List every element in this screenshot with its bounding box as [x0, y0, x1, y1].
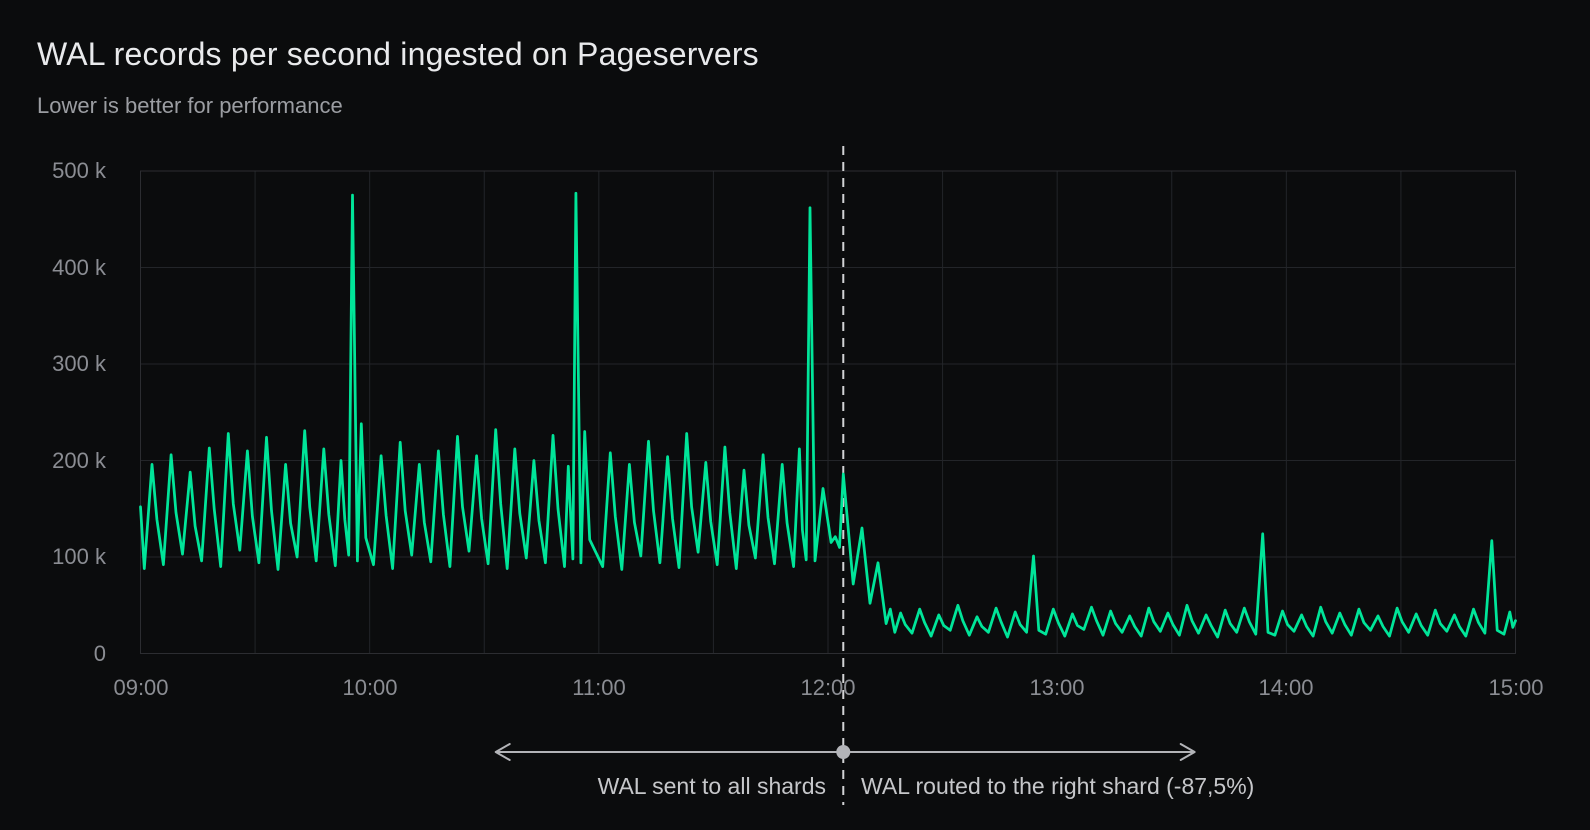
chart-subtitle: Lower is better for performance — [37, 93, 343, 118]
y-axis-tick-label: 200 k — [52, 448, 106, 473]
x-axis-tick-label: 12:00 — [800, 675, 856, 700]
y-axis-tick-label: 400 k — [52, 255, 106, 280]
x-axis-tick-label: 14:00 — [1258, 675, 1314, 700]
x-axis-tick-label: 15:00 — [1488, 675, 1544, 700]
annotation-right-label: WAL routed to the right shard (-87,5%) — [861, 773, 1255, 799]
right-arrowhead-icon — [1179, 743, 1196, 761]
x-axis-tick-label: 13:00 — [1029, 675, 1085, 700]
y-axis-tick-label: 0 — [93, 641, 106, 666]
y-axis-tick-label: 500 k — [52, 158, 106, 183]
x-axis-tick-label: 11:00 — [572, 675, 626, 700]
wal-series-line — [139, 191, 1517, 639]
x-axis-tick-label: 10:00 — [342, 675, 398, 700]
chart-title: WAL records per second ingested on Pages… — [37, 36, 759, 72]
x-axis-tick-label: 09:00 — [113, 675, 169, 700]
left-arrowhead-icon — [494, 743, 511, 761]
y-axis-tick-label: 300 k — [52, 351, 106, 376]
divider-dot — [836, 745, 851, 759]
plot-border — [140, 170, 1516, 654]
annotation-left-label: WAL sent to all shards — [597, 773, 826, 799]
y-axis-tick-label: 100 k — [52, 544, 106, 569]
